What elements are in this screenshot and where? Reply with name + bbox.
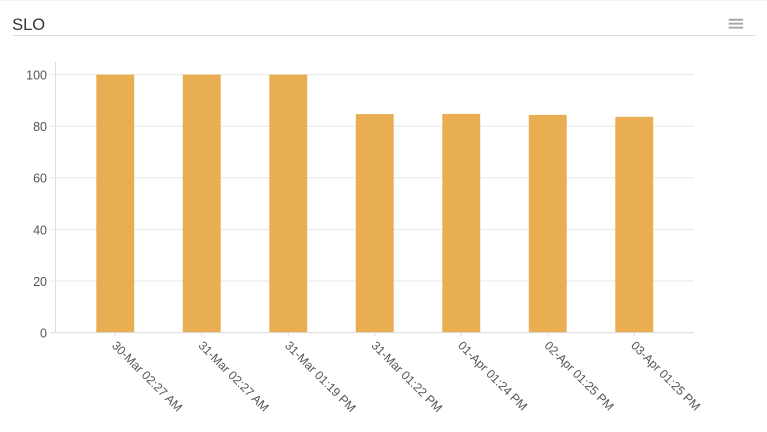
svg-text:31-Mar 02:27 AM: 31-Mar 02:27 AM (196, 338, 272, 414)
svg-text:02-Apr 01:25 PM: 02-Apr 01:25 PM (542, 338, 617, 413)
svg-text:31-Mar 01:19 PM: 31-Mar 01:19 PM (282, 338, 358, 414)
svg-text:SLO: SLO (12, 16, 45, 34)
svg-text:01-Apr 01:24 PM: 01-Apr 01:24 PM (455, 338, 530, 413)
svg-text:0: 0 (40, 327, 47, 341)
svg-text:20: 20 (33, 275, 47, 289)
svg-text:31-Mar 01:22 PM: 31-Mar 01:22 PM (369, 338, 445, 414)
svg-text:03-Apr 01:25 PM: 03-Apr 01:25 PM (628, 338, 703, 413)
svg-text:100: 100 (26, 69, 47, 83)
svg-text:60: 60 (33, 172, 47, 186)
svg-text:40: 40 (33, 223, 47, 237)
svg-text:30-Mar 02:27 AM: 30-Mar 02:27 AM (109, 338, 185, 414)
svg-text:80: 80 (33, 120, 47, 134)
